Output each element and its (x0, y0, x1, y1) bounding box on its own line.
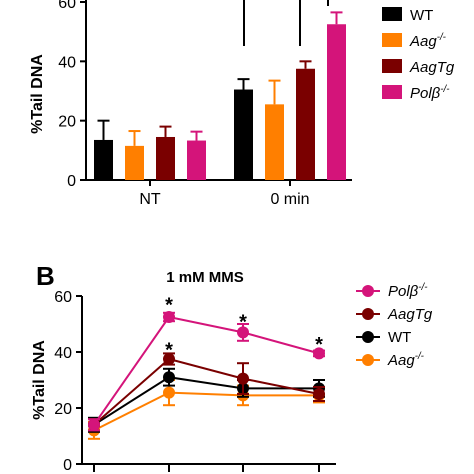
data-point (313, 347, 325, 360)
bar (265, 104, 284, 180)
panel-letter: B (36, 261, 55, 291)
legend-marker (362, 331, 374, 343)
series-line (93, 391, 319, 432)
y-tick-label: 60 (58, 0, 76, 12)
legend-swatch (382, 7, 402, 21)
y-axis-label: %Tail DNA (31, 340, 48, 420)
legend-label: AagTg (409, 59, 455, 76)
legend-swatch (382, 85, 402, 99)
legend-swatch (382, 59, 402, 73)
data-point (163, 371, 175, 384)
data-point (163, 353, 175, 365)
legend-label: Aag-/- (387, 351, 425, 369)
y-tick-label: 40 (54, 345, 72, 362)
bar (187, 140, 206, 180)
legend-label: WT (388, 329, 411, 346)
legend-marker (362, 308, 374, 320)
legend-label: Polβ-/- (388, 282, 428, 300)
data-point (313, 388, 325, 400)
data-point (237, 372, 249, 385)
legend-label: Aag-/- (409, 32, 447, 50)
y-tick-label: 0 (67, 173, 76, 190)
legend-label: Polβ-/- (410, 84, 450, 102)
bar (296, 68, 315, 180)
legend-marker (362, 354, 374, 366)
series-line (93, 376, 319, 426)
y-axis-label: %Tail DNA (29, 54, 46, 134)
legend-swatch (382, 33, 402, 47)
panel-a-bar-chart: 0 20 40 60 %Tail DNA NT 0 min WT Aag-/- AagTg Polβ… (29, 0, 455, 208)
significance-marker: * (165, 339, 173, 361)
bar (156, 136, 175, 180)
legend-label: WT (410, 7, 433, 24)
x-tick-label: NT (139, 191, 161, 208)
bar (94, 139, 113, 180)
data-point (237, 326, 249, 339)
legend-marker (362, 285, 374, 297)
data-point (163, 311, 175, 323)
y-tick-label: 20 (58, 114, 76, 131)
y-tick-label: 60 (54, 289, 72, 306)
x-tick-label: 0 min (270, 191, 309, 208)
bar (125, 145, 144, 180)
significance-marker: * (165, 295, 173, 317)
y-tick-label: 0 (63, 457, 72, 474)
bar (327, 24, 346, 180)
significance-marker: * (239, 311, 247, 333)
bar (234, 89, 253, 180)
legend-label: AagTg (387, 306, 433, 323)
chart-title: 1 mM MMS (166, 269, 244, 286)
y-tick-label: 40 (58, 54, 76, 71)
y-tick-label: 20 (54, 401, 72, 418)
data-point (88, 418, 100, 431)
series-line (93, 315, 320, 426)
panel-b-line-chart: B 1 mM MMS 0 20 40 60 %Tail DNA * * * * Polβ-/- AagT… (31, 261, 433, 474)
series-line (93, 357, 320, 426)
significance-marker: * (315, 334, 323, 356)
data-point (163, 386, 175, 399)
